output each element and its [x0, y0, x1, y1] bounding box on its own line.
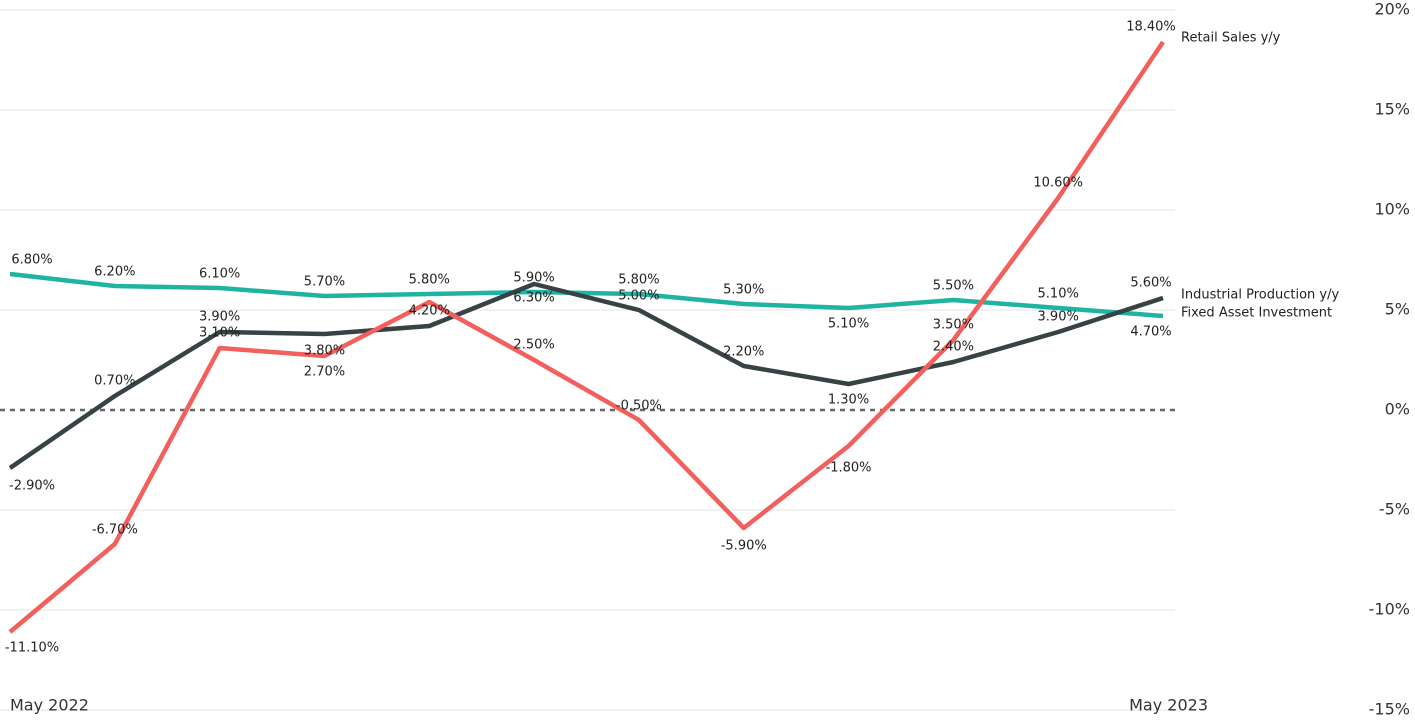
data-label: 6.30%: [513, 291, 554, 306]
series-line: [9, 271, 1164, 319]
series-end-label: Fixed Asset Investment: [1181, 306, 1332, 321]
data-label: 3.50%: [933, 318, 974, 333]
y-tick-label: -10%: [1369, 600, 1410, 619]
data-label: 6.10%: [199, 267, 240, 282]
data-label: 2.20%: [723, 345, 764, 360]
y-tick-label: -5%: [1379, 500, 1410, 519]
data-label: 2.70%: [304, 365, 345, 380]
y-tick-label: 15%: [1374, 100, 1410, 119]
data-label: -1.80%: [826, 461, 872, 476]
data-label: 4.70%: [1130, 325, 1171, 340]
data-label: 18.40%: [1126, 20, 1176, 35]
data-label: 5.30%: [723, 283, 764, 298]
data-label: 4.20%: [409, 304, 450, 319]
data-label: 0.70%: [94, 374, 135, 389]
y-tick-label: -15%: [1369, 700, 1410, 719]
data-label: 6.20%: [94, 265, 135, 280]
data-label: 10.60%: [1033, 176, 1083, 191]
y-tick-label: 20%: [1374, 0, 1410, 19]
series-end-label: Retail Sales y/y: [1181, 31, 1281, 46]
data-label: 5.90%: [513, 271, 554, 286]
data-label: 3.90%: [1038, 310, 1079, 325]
series-end-label: Industrial Production y/y: [1181, 288, 1339, 303]
data-label: 1.30%: [828, 393, 869, 408]
data-label: 2.40%: [933, 340, 974, 355]
data-label: -11.10%: [5, 641, 59, 656]
data-label: 2.50%: [513, 338, 554, 353]
data-label: 5.00%: [618, 289, 659, 304]
data-label: 5.80%: [409, 273, 450, 288]
y-tick-label: 5%: [1385, 300, 1410, 319]
series-line: [8, 40, 1165, 634]
data-label: 3.80%: [304, 344, 345, 359]
y-tick-label: 0%: [1385, 400, 1410, 419]
data-label: -6.70%: [92, 523, 138, 538]
data-label: 3.10%: [199, 326, 240, 341]
x-tick-label: May 2023: [1129, 696, 1208, 715]
series-line: [8, 281, 1164, 470]
data-label: 6.80%: [11, 253, 52, 268]
data-label: 5.10%: [1038, 287, 1079, 302]
data-label: 5.60%: [1130, 276, 1171, 291]
data-label: -0.50%: [616, 399, 662, 414]
data-label: 5.50%: [933, 279, 974, 294]
data-label: 5.10%: [828, 317, 869, 332]
data-label: -5.90%: [721, 539, 767, 554]
y-tick-label: 10%: [1374, 200, 1410, 219]
data-label: 5.80%: [618, 273, 659, 288]
data-label: 5.70%: [304, 275, 345, 290]
data-label: 3.90%: [199, 310, 240, 325]
data-label: -2.90%: [9, 479, 55, 494]
x-tick-label: May 2022: [10, 696, 89, 715]
